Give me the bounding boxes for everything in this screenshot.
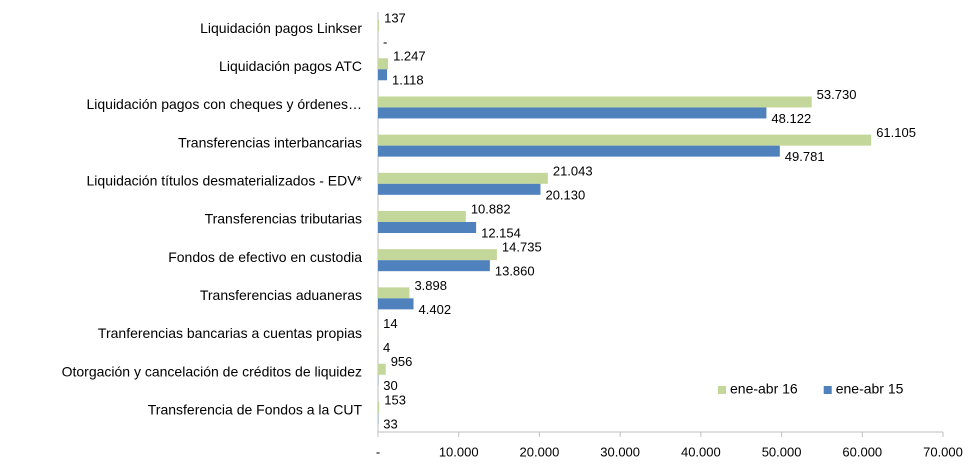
x-tick-label: 60.000 — [842, 444, 882, 459]
x-tick-label: 70.000 — [923, 444, 963, 459]
bar — [378, 20, 380, 32]
y-tick-label: Transferencias tributarias — [205, 211, 362, 227]
data-label: 49.781 — [785, 149, 825, 164]
data-label: 61.105 — [876, 125, 916, 140]
y-tick-label: Liquidación pagos Linkser — [200, 20, 362, 36]
bar — [378, 69, 388, 81]
bar — [378, 287, 410, 299]
legend-swatch — [718, 386, 726, 394]
y-tick-label: Transferencia de Fondos a la CUT — [148, 402, 363, 418]
data-label: 4 — [383, 340, 390, 355]
x-tick-label: 40.000 — [681, 444, 721, 459]
data-label: 53.730 — [817, 87, 857, 102]
data-label: 10.882 — [471, 201, 511, 216]
x-tick-label: - — [376, 444, 380, 459]
x-tick-label: 30.000 — [600, 444, 640, 459]
data-label: 3.898 — [414, 278, 447, 293]
bar — [378, 298, 414, 310]
bar — [378, 96, 812, 108]
bar — [378, 222, 477, 233]
data-label: 153 — [384, 392, 406, 407]
data-label: 956 — [391, 354, 413, 369]
legend-label: ene-abr 15 — [836, 381, 904, 397]
legend-swatch — [823, 386, 832, 394]
y-tick-label: Liquidación títulos desmaterializados - … — [87, 173, 363, 189]
bar — [378, 134, 872, 146]
bar — [378, 249, 497, 261]
bar — [378, 401, 380, 413]
data-label: 33 — [383, 416, 397, 431]
bar — [378, 145, 780, 157]
bar — [378, 58, 389, 70]
y-tick-label: Liquidación pagos con cheques y órdenes… — [86, 96, 362, 112]
data-label: 48.122 — [771, 111, 811, 126]
data-label: 14.735 — [502, 240, 542, 255]
bar — [378, 172, 548, 184]
legend-label: ene-abr 16 — [730, 381, 798, 397]
x-tick-label: 20.000 — [520, 444, 560, 459]
data-label: 21.043 — [553, 163, 593, 178]
x-tick-label: 50.000 — [762, 444, 802, 459]
data-label: 13.860 — [495, 264, 535, 279]
x-tick-label: 10.000 — [439, 444, 479, 459]
data-label: 14 — [383, 316, 397, 331]
y-tick-label: Otorgación y cancelación de créditos de … — [62, 363, 362, 379]
bar — [378, 211, 466, 222]
data-label: 137 — [384, 11, 406, 26]
bar — [378, 183, 541, 195]
data-label: 20.130 — [545, 187, 585, 202]
bar — [378, 107, 767, 119]
data-label: - — [383, 35, 387, 50]
bar — [378, 260, 490, 272]
bar — [378, 363, 386, 375]
y-tick-label: Transferencias aduaneras — [200, 287, 362, 303]
y-tick-label: Liquidación pagos ATC — [219, 58, 362, 74]
y-tick-label: Transferencias interbancarias — [178, 134, 362, 150]
data-label: 1.118 — [392, 73, 424, 88]
data-label: 1.247 — [393, 49, 426, 64]
data-label: 30 — [383, 378, 397, 393]
y-tick-label: Fondos de efectivo en custodia — [168, 249, 362, 265]
y-tick-label: Tranferencias bancarias a cuentas propia… — [98, 325, 362, 341]
data-label: 4.402 — [419, 302, 452, 317]
data-label: 12.154 — [481, 225, 521, 240]
